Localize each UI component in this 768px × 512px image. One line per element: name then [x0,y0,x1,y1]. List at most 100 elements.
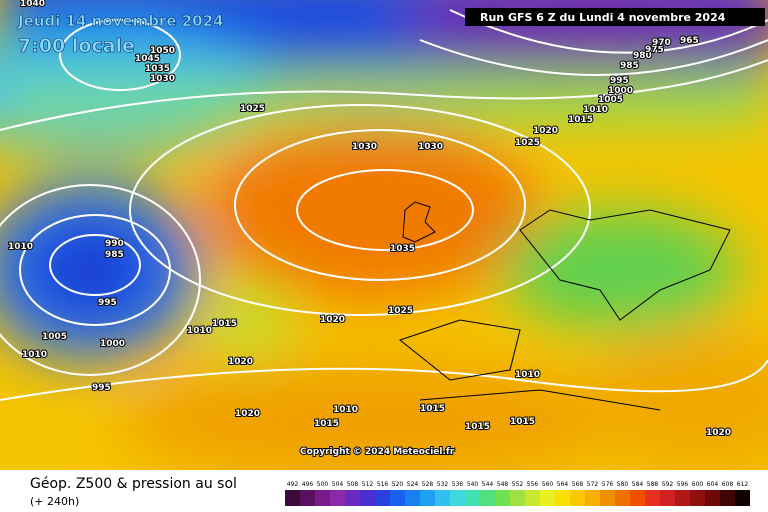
run-box [465,8,765,26]
colorbar-swatch [480,490,495,506]
isobar-label: 1025 [240,104,265,114]
colorbar-swatch [600,490,615,506]
isobar-label: 1020 [228,357,253,367]
isobar-label: 1020 [235,409,260,419]
colorbar: 492 496 500 504 508 512 516 520 524 528 532 536 540 5… [285,481,750,506]
colorbar-swatch [570,490,585,506]
isobar-label: 1025 [515,138,540,148]
isobar-label: 1015 [212,319,237,329]
colorbar-label: 508 [347,481,359,488]
isobar-label: 1040 [20,0,45,9]
colorbar-label: 524 [407,481,419,488]
colorbar-label: 560 [542,481,554,488]
colorbar-swatch [345,490,360,506]
copyright: Copyright © 2024 Meteociel.fr [300,447,455,457]
colorbar-swatch [675,490,690,506]
colorbar-swatch [285,490,300,506]
colorbar-label: 492 [287,481,299,488]
isobar-label: 965 [680,36,699,46]
colorbar-label: 544 [482,481,494,488]
isobar-label: 995 [610,76,629,86]
isobar-label: 990 [105,239,124,249]
isobar-label: 995 [92,383,111,393]
colorbar-label: 592 [662,481,674,488]
isobar-label: 1050 [150,46,175,56]
colorbar-label: 604 [707,481,719,488]
colorbar-swatch [735,490,750,506]
colorbar-label: 612 [737,481,749,488]
isobar-label: 1005 [598,95,623,105]
colorbar-swatch [630,490,645,506]
forecast-date: Jeudi 14 novembre 2024 [17,12,223,30]
isobar-label: 1000 [608,86,633,96]
colorbar-swatch [465,490,480,506]
colorbar-swatch [510,490,525,506]
isobar-label: 1015 [510,417,535,427]
isobar-label: 1010 [187,326,212,336]
isobar-label: 1010 [515,370,540,380]
isobar-label: 1030 [352,142,377,152]
isobar-label: 1010 [333,405,358,415]
colorbar-swatch [375,490,390,506]
colorbar-swatch [330,490,345,506]
colorbar-label: 512 [362,481,374,488]
colorbar-label: 496 [302,481,314,488]
colorbar-label: 536 [452,481,464,488]
isobar-label: 1035 [390,244,415,254]
isobar-label: 1020 [320,315,345,325]
colorbar-label: 568 [572,481,584,488]
colorbar-label: 584 [632,481,644,488]
colorbar-swatch [300,490,315,506]
isobar-label: 970 [652,38,671,48]
colorbar-swatch [495,490,510,506]
colorbar-swatch [315,490,330,506]
colorbar-swatch [525,490,540,506]
colorbar-swatch [390,490,405,506]
colorbar-swatch [615,490,630,506]
colorbar-swatch [645,490,660,506]
isobar-label: 1030 [418,142,443,152]
colorbar-label: 532 [437,481,449,488]
colorbar-swatch [435,490,450,506]
colorbar-swatch [450,490,465,506]
colorbar-swatch [705,490,720,506]
colorbar-swatch [720,490,735,506]
colorbar-label: 552 [512,481,524,488]
isobar-label: 1010 [583,105,608,115]
colorbar-label: 548 [497,481,509,488]
colorbar-label: 588 [647,481,659,488]
colorbar-label: 516 [377,481,389,488]
colorbar-swatch [405,490,420,506]
colorbar-label: 520 [392,481,404,488]
colorbar-label: 596 [677,481,689,488]
isobar-label: 1010 [22,350,47,360]
isobar-label: 1030 [150,74,175,84]
isobar-label: 1015 [465,422,490,432]
colorbar-label: 504 [332,481,344,488]
colorbar-label: 540 [467,481,479,488]
isobar-label: 985 [620,61,639,71]
footer-title: Géop. Z500 & pression au sol [30,476,237,492]
colorbar-swatch [420,490,435,506]
isobar-label: 1015 [314,419,339,429]
colorbar-label: 576 [602,481,614,488]
colorbar-label: 500 [317,481,329,488]
isobar-label: 985 [105,250,124,260]
isobar-label: 980 [633,51,652,61]
run-info: Run GFS 6 Z du Lundi 4 novembre 2024 [480,11,726,24]
colorbar-swatch [690,490,705,506]
colorbar-label: 572 [587,481,599,488]
isobar-label: 1020 [706,428,731,438]
isobar-label: 975 [645,45,664,55]
colorbar-label: 564 [557,481,569,488]
colorbar-swatch [555,490,570,506]
isobar-label: 1005 [42,332,67,342]
colorbar-swatch [585,490,600,506]
colorbar-label: 580 [617,481,629,488]
colorbar-swatch [540,490,555,506]
isobar-label: 1010 [8,242,33,252]
isobar-label: 1015 [568,115,593,125]
footer-subtitle: (+ 240h) [30,495,79,508]
